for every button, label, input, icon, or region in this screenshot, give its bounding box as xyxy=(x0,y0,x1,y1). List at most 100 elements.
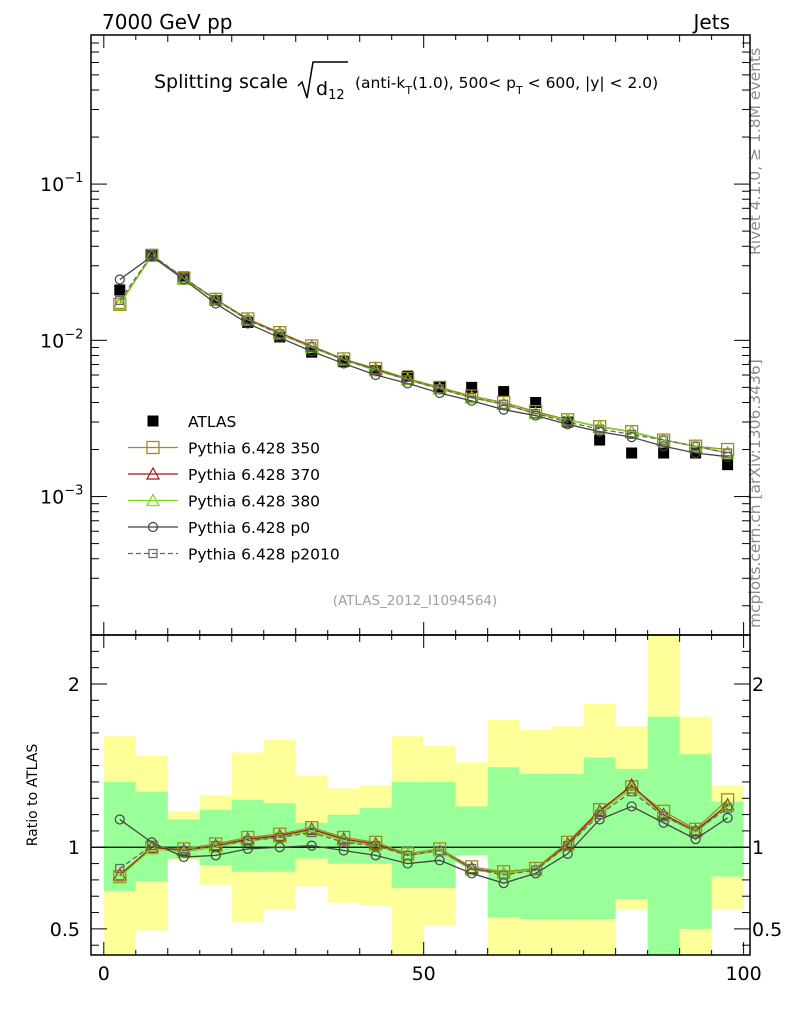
title-sqrt-sub: 12 xyxy=(328,88,345,103)
main-point-p2010 xyxy=(563,417,573,427)
main-point-p0 xyxy=(498,404,509,415)
header-right: Jets xyxy=(692,10,730,34)
band-inner-bin xyxy=(583,757,616,920)
ratio-point-p2010 xyxy=(627,787,637,797)
main-point-p0 xyxy=(114,274,125,285)
ratio-point-p2010 xyxy=(563,841,573,851)
main-point-p380 xyxy=(112,296,127,310)
legend-marker-p350 xyxy=(146,440,160,455)
main-point-p380 xyxy=(336,352,351,366)
y-tick-base: 10 xyxy=(40,487,64,509)
main-point-p2010 xyxy=(307,342,317,352)
x-tick-label: 100 xyxy=(725,963,761,985)
ratio-point-p380 xyxy=(560,838,575,852)
ratio-point-p2010 xyxy=(595,809,605,820)
sqrt-sign xyxy=(297,61,348,99)
legend-marker-p370 xyxy=(145,466,161,480)
main-point-p2010 xyxy=(371,364,381,375)
ratio-point-p0 xyxy=(722,812,733,823)
legend-marker-p2010 xyxy=(148,548,158,559)
ratio-point-p0 xyxy=(370,850,381,861)
ratio-point-p370 xyxy=(272,828,287,842)
y-tick-label: 10−1 xyxy=(40,171,83,196)
legend-label-p380: Pythia 6.428 380 xyxy=(188,493,320,511)
band-inner-bin xyxy=(519,773,552,920)
legend-label-atlas: ATLAS xyxy=(188,413,236,431)
x-tick-label: 50 xyxy=(412,963,436,985)
main-point-atlas xyxy=(626,447,638,459)
y-tick-exp: −3 xyxy=(64,484,83,499)
y-tick-label: 10−3 xyxy=(40,484,83,509)
main-lines xyxy=(112,248,735,471)
ratio-point-p2010 xyxy=(179,845,189,856)
main-line-p0 xyxy=(119,255,728,458)
main-point-p2010 xyxy=(691,441,701,451)
ratio-point-p350 xyxy=(369,835,383,849)
ratio-point-p2010 xyxy=(275,832,285,843)
main-point-p2010 xyxy=(595,424,605,434)
legend-label-p2010: Pythia 6.428 p2010 xyxy=(188,546,340,564)
ratio-point-p2010 xyxy=(499,870,509,880)
legend-marker-p380 xyxy=(145,493,161,507)
main-point-p2010 xyxy=(403,375,413,385)
main-point-p2010 xyxy=(339,355,349,365)
band-inner-bin xyxy=(679,754,712,929)
main-point-p2010 xyxy=(467,392,477,403)
title-sqrt: d12 xyxy=(316,78,345,103)
y-tick-exp: −2 xyxy=(64,327,83,342)
main-point-p380 xyxy=(304,340,319,354)
ratio-point-p2010 xyxy=(371,841,381,851)
main-point-p380 xyxy=(528,406,543,420)
main-point-p2010 xyxy=(211,295,221,305)
y-tick-base: 10 xyxy=(40,174,64,196)
main-point-atlas xyxy=(242,317,254,329)
y-tick-base: 10 xyxy=(40,330,64,352)
ratio-point-p350 xyxy=(497,865,511,879)
legend-marker-atlas xyxy=(147,415,159,427)
ratio-frame xyxy=(90,634,751,956)
y-tick-label: 10−2 xyxy=(40,327,83,352)
band-inner-bin xyxy=(391,781,424,889)
ratio-point-p0 xyxy=(210,850,221,861)
main-point-p2010 xyxy=(659,435,669,445)
ratio-point-p2010 xyxy=(531,865,541,875)
main-point-atlas xyxy=(594,434,606,446)
ratio-bands xyxy=(91,635,750,955)
ratio-point-p380 xyxy=(304,823,319,837)
ratio-point-p380 xyxy=(112,869,127,883)
legend-label-p350: Pythia 6.428 350 xyxy=(188,440,320,458)
ratio-point-p2010 xyxy=(147,841,157,851)
ratio-point-p0 xyxy=(114,814,125,825)
plot-title: Splitting scale xyxy=(154,71,288,93)
side-rivet: Rivet 4.1.0, ≥ 1.8M events xyxy=(746,48,764,255)
ratio-line-p2010 xyxy=(119,790,728,876)
ratio-point-p2010 xyxy=(339,837,349,847)
ratio-point-p2010 xyxy=(211,841,221,851)
main-point-p2010 xyxy=(627,429,637,439)
ratio-point-p2010 xyxy=(115,863,125,874)
main-point-p2010 xyxy=(531,408,541,419)
header-left: 7000 GeV pp xyxy=(102,10,233,34)
ratio-point-p2010 xyxy=(467,863,477,874)
ratio-point-p350 xyxy=(592,803,607,817)
main-point-p2010 xyxy=(179,273,189,283)
title-b-sub: T xyxy=(515,84,523,97)
main-point-atlas xyxy=(338,356,350,368)
ratio-y-tick-label-right: 1 xyxy=(752,837,764,859)
ratio-y-tick-label: 0.5 xyxy=(50,919,80,941)
main-point-p0 xyxy=(370,369,381,381)
title-sqrt-var: d xyxy=(316,78,328,100)
band-inner-bin xyxy=(487,767,520,918)
main-point-atlas xyxy=(658,447,670,459)
main-point-atlas xyxy=(498,386,510,398)
legend-label-p370: Pythia 6.428 370 xyxy=(188,466,320,484)
ratio-lines xyxy=(112,777,735,889)
ratio-y-tick-label-right: 0.5 xyxy=(752,919,782,941)
ratio-point-p2010 xyxy=(435,845,445,856)
ratio-point-p350 xyxy=(561,835,575,849)
ratio-point-p0 xyxy=(274,842,285,853)
main-point-atlas xyxy=(466,381,478,393)
main-line-p2010 xyxy=(119,254,728,454)
